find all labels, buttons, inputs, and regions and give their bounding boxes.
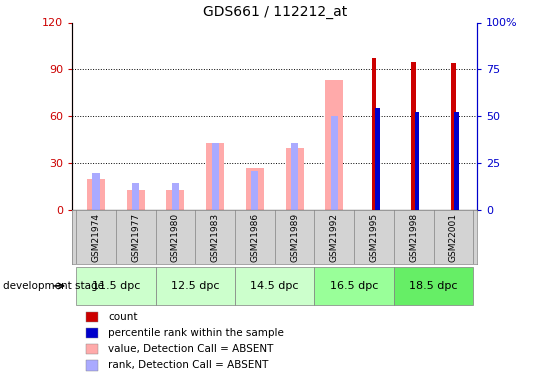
Text: development stage: development stage [3, 281, 104, 291]
Text: GSM22001: GSM22001 [449, 213, 458, 262]
Bar [251, 171, 259, 210]
Bar [132, 183, 139, 210]
Bar [325, 80, 343, 210]
Text: GSM21998: GSM21998 [409, 213, 418, 262]
Text: percentile rank within the sample: percentile rank within the sample [108, 328, 284, 338]
Text: value, Detection Call = ABSENT: value, Detection Call = ABSENT [108, 344, 274, 354]
Bar [76, 267, 155, 305]
Text: GSM21980: GSM21980 [171, 213, 180, 262]
Bar [246, 168, 264, 210]
Text: 18.5 dpc: 18.5 dpc [410, 281, 458, 291]
Bar [87, 179, 105, 210]
Text: 11.5 dpc: 11.5 dpc [92, 281, 140, 291]
Text: GSM21995: GSM21995 [370, 213, 379, 262]
Bar [286, 147, 304, 210]
Text: 12.5 dpc: 12.5 dpc [171, 281, 220, 291]
Text: 16.5 dpc: 16.5 dpc [330, 281, 379, 291]
Bar [92, 172, 99, 210]
Text: GSM21989: GSM21989 [290, 213, 299, 262]
Bar [411, 62, 416, 210]
Text: GSM21983: GSM21983 [211, 213, 220, 262]
Bar [172, 183, 179, 210]
Bar [415, 112, 420, 210]
Bar [454, 112, 459, 210]
Bar [394, 267, 473, 305]
Text: rank, Detection Call = ABSENT: rank, Detection Call = ABSENT [108, 360, 269, 370]
Bar [331, 116, 338, 210]
Bar [127, 190, 145, 210]
Bar [211, 143, 219, 210]
Bar [235, 267, 315, 305]
Bar [155, 267, 235, 305]
Bar [375, 108, 380, 210]
Bar [291, 143, 298, 210]
Bar [206, 143, 224, 210]
Text: GSM21977: GSM21977 [131, 213, 140, 262]
Text: GSM21974: GSM21974 [92, 213, 100, 262]
Title: GDS661 / 112212_at: GDS661 / 112212_at [203, 5, 347, 19]
Text: GSM21992: GSM21992 [330, 213, 339, 262]
Text: 14.5 dpc: 14.5 dpc [250, 281, 299, 291]
Text: GSM21986: GSM21986 [250, 213, 259, 262]
Text: count: count [108, 312, 138, 322]
Bar [372, 58, 376, 210]
Bar [451, 63, 456, 210]
Bar [166, 190, 184, 210]
Bar [315, 267, 394, 305]
